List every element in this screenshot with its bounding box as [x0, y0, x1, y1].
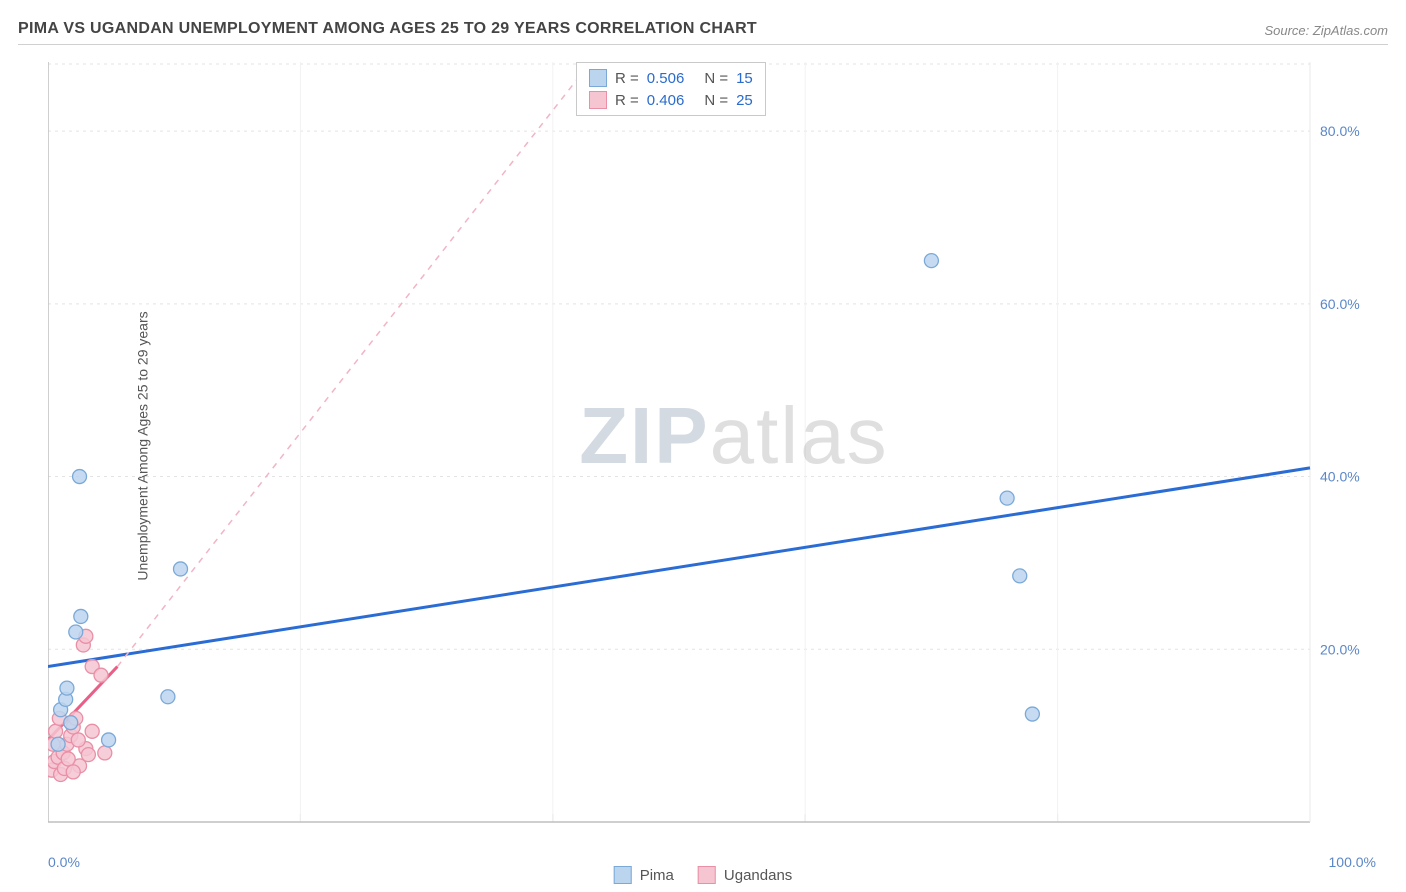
legend-item-ugandans: Ugandans	[698, 866, 792, 884]
legend-label: Ugandans	[724, 867, 792, 884]
chart-title: PIMA VS UGANDAN UNEMPLOYMENT AMONG AGES …	[18, 20, 757, 38]
source-attribution: Source: ZipAtlas.com	[1264, 23, 1388, 38]
stat-n-value: 25	[736, 92, 753, 109]
correlation-stats-box: R = 0.506 N = 15 R = 0.406 N = 25	[576, 62, 766, 116]
stats-swatch-icon	[589, 69, 607, 87]
stat-n-label: N =	[704, 92, 728, 109]
stat-r-value: 0.506	[647, 70, 685, 87]
title-bar: PIMA VS UGANDAN UNEMPLOYMENT AMONG AGES …	[18, 20, 1388, 45]
scatter-chart: 20.0% 40.0% 60.0% 80.0%	[48, 62, 1376, 842]
legend-swatch-icon	[698, 866, 716, 884]
stats-row: R = 0.406 N = 25	[585, 89, 757, 111]
x-axis-min-label: 0.0%	[48, 854, 80, 870]
legend-item-pima: Pima	[614, 866, 674, 884]
svg-text:60.0%: 60.0%	[1320, 296, 1360, 312]
stat-n-value: 15	[736, 70, 753, 87]
stat-n-label: N =	[704, 70, 728, 87]
legend: Pima Ugandans	[614, 866, 793, 884]
legend-swatch-icon	[614, 866, 632, 884]
chart-area: 20.0%40.0%60.0%80.0% ZIPatlas R =0.506N …	[48, 62, 1376, 842]
stat-r-label: R =	[615, 92, 639, 109]
x-axis-max-label: 100.0%	[1329, 854, 1376, 870]
stat-r-value: 0.406	[647, 92, 685, 109]
svg-text:20.0%: 20.0%	[1320, 641, 1360, 657]
stats-row: R = 0.506 N = 15	[585, 67, 757, 89]
svg-text:40.0%: 40.0%	[1320, 469, 1360, 485]
stat-r-label: R =	[615, 70, 639, 87]
stats-swatch-icon	[589, 91, 607, 109]
svg-text:80.0%: 80.0%	[1320, 123, 1360, 139]
legend-label: Pima	[640, 867, 674, 884]
